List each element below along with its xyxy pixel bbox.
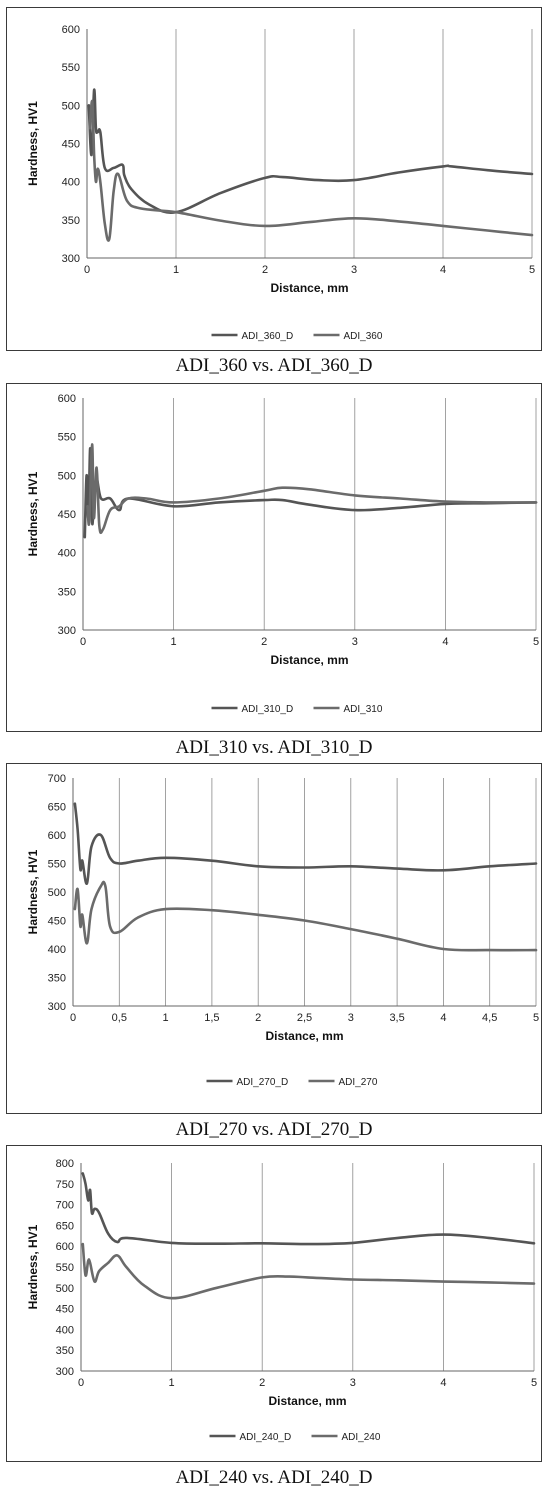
- x-tick-label: 0: [70, 1012, 76, 1024]
- y-tick-label: 600: [62, 24, 80, 36]
- series-line: [83, 446, 538, 539]
- y-tick-label: 500: [58, 470, 76, 482]
- y-tick-label: 450: [56, 1304, 74, 1316]
- y-tick-label: 650: [56, 1220, 74, 1232]
- chart-frame: 0 0,5 1 1,5 2 2,5 3 3,5 4 4,5 5 300 350 400 450 500 550 6…: [6, 763, 542, 1114]
- x-tick-label: 3: [351, 264, 357, 276]
- y-tick-label: 350: [58, 586, 76, 598]
- x-tick-label: 1: [171, 636, 177, 648]
- x-tick-label: 0: [78, 1377, 84, 1389]
- x-tick-label: 0: [80, 636, 86, 648]
- series-line: [81, 1172, 536, 1246]
- x-tick-label: 0,5: [112, 1012, 127, 1024]
- chart-svg-1: 0 1 2 3 4 5 300 350 400 450 500 550 600 Distance, mm H…: [26, 24, 535, 342]
- chart-svg-3: 0 0,5 1 1,5 2 2,5 3 3,5 4 4,5 5 300 350 400 450 500 550 6…: [26, 773, 539, 1088]
- x-tick-label: 5: [529, 264, 535, 276]
- y-tick-label: 300: [48, 1001, 66, 1013]
- x-tick-label: 3: [352, 636, 358, 648]
- x-axis-title: Distance, mm: [268, 1394, 346, 1408]
- series-line: [73, 880, 538, 952]
- y-tick-label: 500: [62, 100, 80, 112]
- legend-label: ADI_240: [342, 1432, 381, 1443]
- y-axis-title: Hardness, HV1: [26, 1224, 40, 1309]
- y-tick-label: 400: [62, 177, 80, 189]
- x-tick-label: 1: [163, 1012, 169, 1024]
- y-tick-label: 350: [48, 973, 66, 985]
- legend-label: ADI_360: [344, 331, 383, 342]
- y-tick-label: 700: [48, 773, 66, 785]
- y-axis-title: Hardness, HV1: [26, 471, 40, 556]
- chart-caption: ADI_310 vs. ADI_310_D: [175, 737, 373, 758]
- legend-label: ADI_270_D: [237, 1077, 289, 1088]
- x-axis-title: Distance, mm: [270, 653, 348, 667]
- x-tick-label: 3: [348, 1012, 354, 1024]
- x-tick-label: 1: [169, 1377, 175, 1389]
- y-tick-label: 600: [58, 393, 76, 405]
- legend-label: ADI_360_D: [242, 331, 294, 342]
- y-tick-label: 600: [56, 1241, 74, 1253]
- x-axis-title: Distance, mm: [265, 1029, 343, 1043]
- y-tick-label: 450: [48, 916, 66, 928]
- chart-frame: 0 1 2 3 4 5 300 350 400 450 500 550 600 650 700 750 800 D…: [6, 1145, 542, 1462]
- x-tick-label: 0: [84, 264, 90, 276]
- x-tick-label: 3: [350, 1377, 356, 1389]
- x-tick-label: 4,5: [482, 1012, 497, 1024]
- y-tick-label: 350: [56, 1345, 74, 1357]
- y-tick-label: 800: [56, 1158, 74, 1170]
- x-tick-label: 4: [440, 264, 446, 276]
- legend-label: ADI_310_D: [242, 704, 294, 715]
- chart-frame: 0 1 2 3 4 5 300 350 400 450 500 550 600 Distance, mm H…: [6, 383, 542, 732]
- chart-caption: ADI_270 vs. ADI_270_D: [175, 1119, 373, 1140]
- x-tick-label: 2: [261, 636, 267, 648]
- x-tick-label: 5: [533, 636, 539, 648]
- x-tick-label: 5: [531, 1377, 537, 1389]
- y-tick-label: 400: [56, 1324, 74, 1336]
- y-tick-label: 750: [56, 1179, 74, 1191]
- x-tick-label: 3,5: [389, 1012, 404, 1024]
- x-tick-label: 4: [442, 636, 448, 648]
- chart-caption: ADI_240 vs. ADI_240_D: [175, 1467, 373, 1488]
- x-tick-label: 4: [440, 1377, 446, 1389]
- y-tick-label: 550: [58, 432, 76, 444]
- x-axis-title: Distance, mm: [270, 281, 348, 295]
- y-tick-label: 400: [48, 944, 66, 956]
- y-tick-label: 450: [58, 509, 76, 521]
- x-tick-label: 2,5: [297, 1012, 312, 1024]
- y-tick-label: 500: [48, 887, 66, 899]
- chart-frame: 0 1 2 3 4 5 300 350 400 450 500 550 600 Distance, mm H…: [6, 7, 542, 351]
- y-tick-label: 400: [58, 548, 76, 560]
- y-tick-label: 300: [58, 625, 76, 637]
- chart-svg-4: 0 1 2 3 4 5 300 350 400 450 500 550 600 650 700 750 800 D…: [26, 1158, 537, 1443]
- y-tick-label: 350: [62, 215, 80, 227]
- series-line: [87, 88, 534, 214]
- x-tick-label: 2: [259, 1377, 265, 1389]
- x-tick-label: 1: [173, 264, 179, 276]
- series-line: [81, 1242, 536, 1300]
- y-tick-label: 600: [48, 830, 66, 842]
- y-tick-label: 650: [48, 802, 66, 814]
- y-tick-label: 550: [48, 859, 66, 871]
- y-tick-label: 550: [56, 1262, 74, 1274]
- series-line: [86, 443, 538, 535]
- chart-caption: ADI_360 vs. ADI_360_D: [175, 355, 373, 376]
- series-line: [88, 99, 534, 242]
- y-tick-label: 550: [62, 62, 80, 74]
- legend-label: ADI_240_D: [240, 1432, 292, 1443]
- x-tick-label: 2: [255, 1012, 261, 1024]
- x-tick-label: 4: [440, 1012, 446, 1024]
- legend-label: ADI_310: [344, 704, 383, 715]
- x-tick-label: 1,5: [204, 1012, 219, 1024]
- y-tick-label: 500: [56, 1283, 74, 1295]
- x-tick-label: 2: [262, 264, 268, 276]
- y-tick-label: 450: [62, 139, 80, 151]
- y-axis-title: Hardness, HV1: [26, 849, 40, 934]
- y-tick-label: 300: [56, 1366, 74, 1378]
- y-tick-label: 300: [62, 253, 80, 265]
- chart-svg-2: 0 1 2 3 4 5 300 350 400 450 500 550 600 Distance, mm H…: [26, 393, 539, 715]
- x-tick-label: 5: [533, 1012, 539, 1024]
- y-tick-label: 700: [56, 1200, 74, 1212]
- y-axis-title: Hardness, HV1: [26, 101, 40, 186]
- legend-label: ADI_270: [339, 1077, 378, 1088]
- series-line: [73, 802, 538, 885]
